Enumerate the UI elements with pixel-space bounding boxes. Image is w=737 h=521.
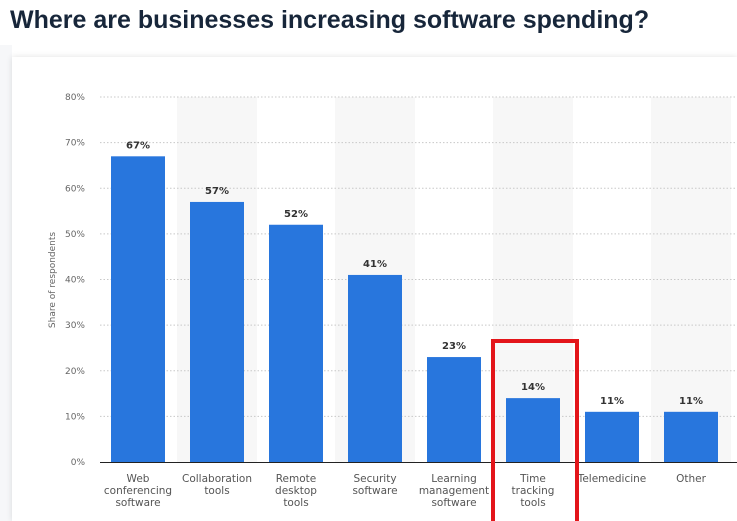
x-tick-label: Other — [676, 473, 706, 485]
data-label: 14% — [521, 382, 545, 393]
x-tick-label: Time — [519, 473, 546, 485]
x-tick-label: software — [115, 497, 160, 509]
bar — [506, 398, 560, 462]
data-label: 57% — [205, 186, 229, 197]
x-tick-label: tracking — [512, 485, 555, 497]
x-tick-label: tools — [283, 497, 308, 509]
y-tick-label: 20% — [65, 367, 85, 377]
x-tick-label: Security — [353, 473, 396, 485]
data-label: 23% — [442, 341, 466, 352]
x-tick-label: management — [419, 485, 489, 497]
x-tick-label: Telemedicine — [577, 473, 647, 485]
x-tick-label: desktop — [275, 485, 317, 497]
x-tick-label: tools — [520, 497, 545, 509]
y-tick-label: 0% — [71, 458, 86, 468]
y-tick-label: 70% — [65, 139, 85, 149]
y-tick-label: 80% — [65, 93, 85, 103]
y-tick-label: 10% — [65, 412, 85, 422]
bar — [427, 357, 481, 462]
highlight-box — [491, 339, 579, 521]
x-tick-label: Remote — [276, 473, 317, 485]
x-tick-label: Collaboration — [182, 473, 252, 485]
data-label: 11% — [600, 396, 624, 407]
y-tick-label: 50% — [65, 230, 85, 240]
bar — [269, 224, 323, 462]
bar — [585, 411, 639, 462]
data-label: 41% — [363, 259, 387, 270]
data-label: 52% — [284, 209, 308, 220]
data-label: 67% — [126, 140, 150, 151]
page-margin — [0, 45, 12, 521]
x-tick-label: conferencing — [104, 485, 172, 497]
bar — [664, 411, 718, 462]
y-axis-label: Share of respondents — [48, 232, 58, 329]
x-tick-label: tools — [204, 485, 229, 497]
y-tick-label: 60% — [65, 184, 85, 194]
y-tick-label: 30% — [65, 321, 85, 331]
page-title: Where are businesses increasing software… — [10, 6, 650, 34]
x-tick-label: Learning — [431, 473, 477, 485]
x-tick-label: software — [431, 497, 476, 509]
bar — [190, 201, 244, 462]
y-tick-label: 40% — [65, 276, 85, 286]
category-band — [651, 97, 731, 462]
bar — [111, 156, 165, 462]
x-tick-label: Web — [127, 473, 150, 485]
x-tick-label: software — [352, 485, 397, 497]
data-label: 11% — [679, 396, 703, 407]
bar — [348, 274, 402, 462]
